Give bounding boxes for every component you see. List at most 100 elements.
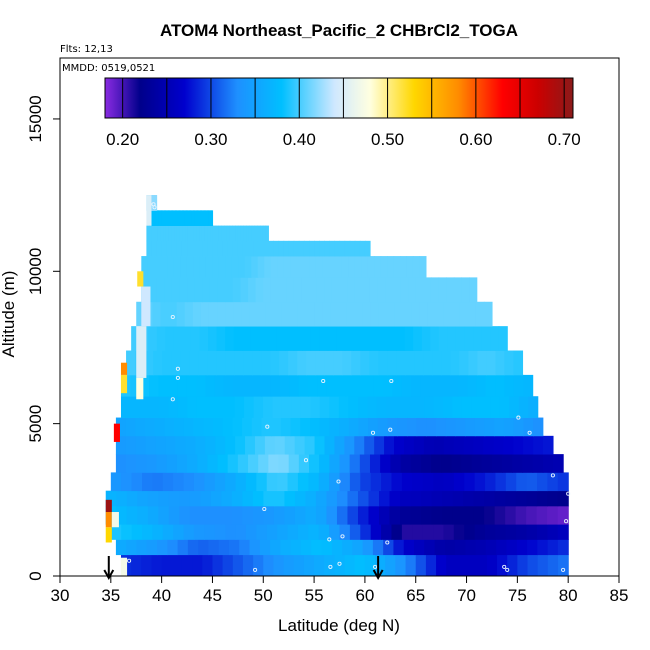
heatmap-cell: [304, 435, 316, 455]
heatmap-edge-cell: [120, 362, 128, 375]
heatmap-cell: [328, 256, 336, 278]
heatmap-cell: [495, 472, 507, 492]
heatmap-cell: [238, 256, 246, 278]
heatmap-cell: [270, 350, 280, 376]
heatmap-cell: [252, 505, 264, 525]
heatmap-edge-cell: [113, 423, 120, 442]
heatmap-cell: [273, 505, 286, 525]
heatmap-cell: [243, 350, 253, 376]
heatmap-cell: [300, 396, 311, 418]
heatmap-cell: [177, 539, 189, 556]
heatmap-cell: [485, 524, 497, 540]
heatmap-cell: [188, 210, 191, 226]
heatmap-cell: [370, 326, 380, 351]
heatmap-cell: [319, 454, 330, 473]
heatmap-cell: [438, 277, 447, 303]
heatmap-cell: [183, 210, 186, 226]
heatmap-cell: [278, 277, 287, 303]
heatmap-cell: [354, 374, 365, 397]
heatmap-cell: [473, 435, 485, 455]
heatmap-cell: [249, 301, 259, 327]
heatmap-cell: [517, 554, 529, 577]
heatmap-edge-cell: [120, 374, 128, 394]
heatmap-cell: [314, 240, 320, 257]
heatmap-cell: [225, 435, 236, 455]
heatmap-cell: [218, 539, 230, 556]
heatmap-cell: [279, 350, 289, 376]
heatmap-cell: [286, 277, 295, 303]
heatmap-cell: [364, 374, 375, 397]
heatmap-cell: [158, 396, 169, 418]
heatmap-cell: [242, 554, 254, 577]
heatmap-cell: [212, 256, 220, 278]
heatmap-cell: [367, 396, 378, 418]
heatmap-cell: [392, 277, 402, 303]
heatmap-cell: [287, 524, 299, 540]
heatmap-cell: [179, 277, 188, 303]
heatmap-cell: [232, 417, 243, 437]
heatmap-cell: [533, 417, 544, 437]
heatmap-cell: [161, 554, 173, 577]
heatmap-cell: [463, 505, 475, 525]
heatmap-cell: [172, 210, 175, 226]
heatmap-cell: [426, 417, 437, 437]
heatmap-cell: [336, 326, 346, 351]
heatmap-cell: [263, 505, 275, 525]
heatmap-cell: [136, 454, 147, 473]
heatmap-cell: [165, 225, 170, 242]
heatmap-cell: [242, 505, 254, 525]
heatmap-cell: [527, 554, 539, 577]
heatmap-cell: [345, 374, 356, 397]
sample-point: [561, 567, 566, 572]
heatmap-cell: [283, 256, 291, 278]
heatmap-cell: [137, 505, 149, 525]
heatmap-cell: [259, 326, 269, 351]
heatmap-cell: [204, 210, 207, 226]
heatmap-cell: [368, 417, 379, 437]
heatmap-cell: [518, 396, 529, 418]
heatmap-cell: [263, 490, 275, 507]
heatmap-cell: [463, 490, 475, 507]
heatmap-cell: [494, 505, 506, 525]
heatmap-cell: [377, 417, 389, 437]
heatmap-cell: [163, 225, 167, 242]
sample-points: [127, 202, 571, 572]
heatmap-cell: [349, 454, 361, 473]
heatmap-edge-cell: [136, 326, 147, 378]
heatmap-cell: [164, 417, 175, 437]
heatmap-cell: [271, 417, 282, 437]
heatmap-cell: [195, 435, 206, 455]
heatmap-cell: [259, 539, 271, 556]
heatmap-cell: [139, 374, 150, 397]
heatmap-cell: [376, 396, 387, 418]
heatmap-cell: [294, 435, 306, 455]
heatmap-cell: [180, 256, 188, 278]
heatmap-cell: [381, 524, 393, 540]
heatmap-cell: [154, 210, 157, 226]
sample-point: [340, 534, 345, 539]
heatmap-cell: [221, 490, 233, 507]
heatmap-cell: [203, 417, 214, 437]
heatmap-cell: [176, 301, 186, 327]
heatmap-cell: [237, 225, 242, 242]
heatmap-cell: [522, 454, 534, 473]
heatmap-cell: [387, 417, 398, 437]
heatmap-cell: [314, 301, 323, 327]
heatmap-cell: [116, 490, 128, 507]
heatmap-cell: [226, 225, 231, 242]
heatmap-cell: [435, 301, 445, 327]
heatmap-cell: [212, 225, 217, 242]
sample-point: [262, 506, 267, 512]
heatmap-cell: [329, 396, 340, 418]
heatmap-cell: [234, 350, 244, 376]
heatmap-edge-cell: [105, 527, 112, 543]
x-tick-label: 75: [508, 586, 527, 605]
heatmap-cell: [272, 396, 283, 418]
heatmap-cell: [244, 396, 255, 418]
heatmap-cell: [201, 210, 204, 226]
heatmap-cell: [131, 554, 142, 577]
heatmap-cell: [406, 417, 418, 437]
heatmap-cell: [283, 240, 290, 257]
heatmap-cell: [443, 524, 455, 540]
heatmap-cell: [354, 277, 363, 303]
